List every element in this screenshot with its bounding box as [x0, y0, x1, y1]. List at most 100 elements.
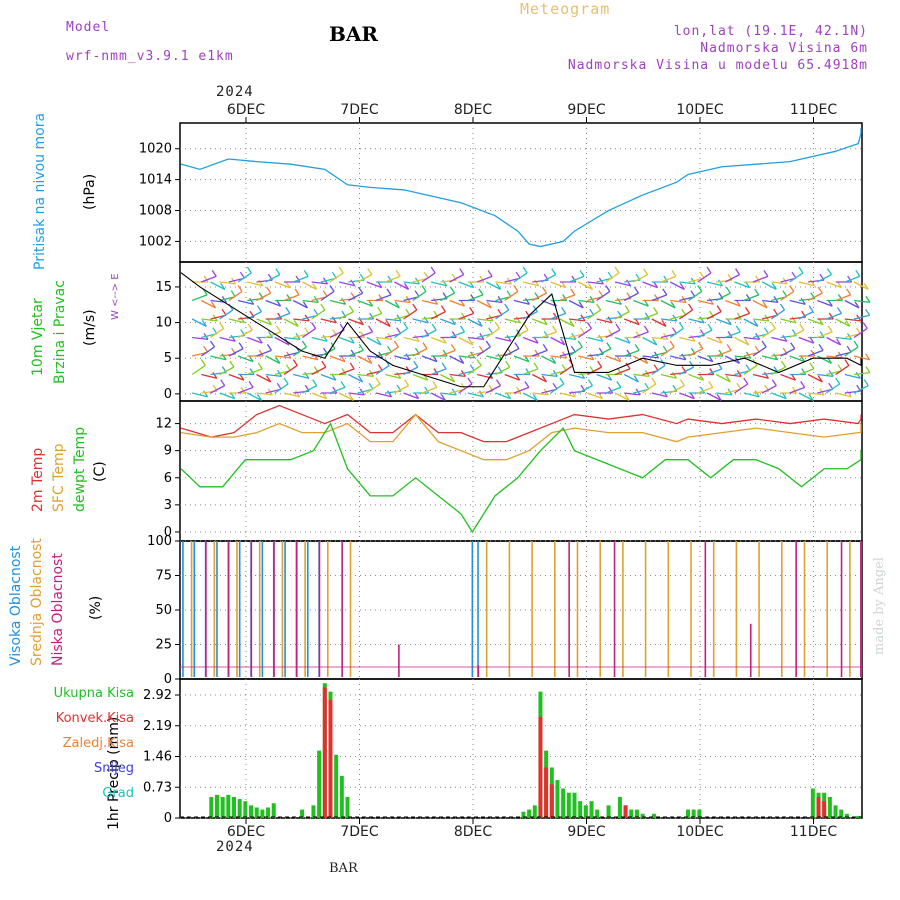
wind-barb-flag — [467, 377, 473, 385]
wind-barb-flag — [810, 349, 816, 357]
wind-barb-flag — [212, 327, 218, 335]
wind-barb-flag — [414, 290, 420, 298]
wind-barb — [651, 392, 668, 398]
wind-barb-flag — [598, 334, 604, 342]
wind-barb — [771, 336, 788, 342]
wind-barb — [403, 392, 419, 400]
wind-barb-flag — [651, 377, 657, 385]
y-tick-label: 100 — [147, 534, 172, 549]
wind-barb-flag — [403, 322, 409, 329]
wind-barb — [734, 383, 749, 394]
precip-bar — [578, 801, 583, 818]
wind-barb — [844, 299, 860, 309]
wind-barb-flag — [542, 344, 548, 351]
wind-barb-flag — [801, 368, 807, 375]
wind-barb — [541, 274, 556, 283]
wind-barb — [532, 318, 548, 326]
wind-barb — [660, 373, 677, 379]
wind-barb — [587, 366, 602, 376]
wind-barb — [660, 318, 677, 322]
wind-barb — [596, 348, 612, 357]
wind-barb — [366, 383, 381, 394]
wind-barb-flag — [320, 303, 326, 311]
wind-barb — [853, 281, 869, 290]
wind-barb-flag — [350, 279, 356, 287]
wind-barb-flag — [835, 377, 841, 385]
wind-barb-flag — [359, 331, 365, 338]
wind-barb — [357, 355, 373, 364]
wind-barb — [531, 373, 547, 383]
wind-barb — [633, 299, 649, 307]
wind-barb-flag — [442, 279, 448, 287]
wind-barb-flag — [589, 353, 595, 361]
wind-barb — [265, 274, 281, 283]
y-tick-label: 3 — [164, 498, 172, 513]
wind-barb — [191, 392, 208, 398]
wind-barb — [550, 383, 565, 394]
precip-bar — [566, 792, 571, 818]
wind-barb — [734, 281, 750, 289]
wind-barb — [550, 281, 566, 289]
wind-barb — [311, 392, 327, 400]
wind-barb — [219, 392, 235, 400]
wind-barb — [265, 355, 281, 364]
precip-bar — [833, 805, 838, 818]
wind-barb-flag — [385, 320, 391, 327]
wind-barb-flag — [488, 327, 494, 335]
wind-barb-flag — [220, 379, 226, 386]
model-elevation-label: Nadmorska Visina u modelu 65.4918m — [567, 58, 868, 73]
precip-bar — [266, 807, 271, 818]
wind-barb-flag — [734, 357, 741, 364]
wind-barb — [274, 312, 291, 320]
wind-barb — [669, 281, 685, 290]
wind-barb — [467, 318, 483, 327]
wind-barb — [357, 274, 373, 283]
wind-barb — [541, 373, 558, 378]
wind-barb — [513, 299, 530, 305]
wind-barb-flag — [716, 305, 722, 312]
wind-barb-flag — [791, 316, 797, 324]
wind-barb — [688, 318, 705, 324]
wind-barb-flag — [541, 286, 548, 294]
wind-barb — [302, 327, 317, 339]
wind-barb-flag — [377, 307, 383, 314]
bottom-day-label: 10DEC — [676, 824, 723, 840]
wind-barb — [394, 355, 411, 361]
wind-barb — [292, 299, 308, 309]
wind-barb-flag — [312, 283, 318, 290]
wind-barb-flag — [770, 322, 776, 329]
wind-barb — [807, 349, 824, 357]
wind-barb — [476, 299, 492, 309]
wind-barb — [421, 272, 436, 283]
wind-barb — [403, 281, 420, 285]
wind-barb — [651, 364, 666, 376]
wind-barb-flag — [431, 323, 437, 331]
wind-barb — [522, 336, 539, 344]
wind-barb-flag — [744, 307, 751, 314]
wind-barb-flag — [378, 294, 384, 301]
y-tick-label: 0 — [164, 387, 172, 402]
legend-snijeg: Snijeg — [94, 761, 134, 776]
wind-barb-flag — [689, 360, 695, 368]
wind-barb — [338, 392, 354, 401]
precip-bar — [214, 794, 219, 818]
wind-barb — [605, 299, 622, 305]
wind-barb — [835, 336, 852, 341]
wind-barb-flag — [460, 312, 467, 320]
wind-barb — [375, 364, 390, 376]
wind-barb — [642, 383, 657, 394]
wind-barb — [449, 274, 465, 283]
wind-barb — [761, 327, 776, 339]
wind-barb — [485, 327, 500, 339]
wind-barb — [192, 336, 209, 341]
precip-bar — [521, 811, 526, 818]
wind-barb-flag — [405, 308, 411, 316]
wind-barb-flag — [368, 382, 374, 390]
wind-barb-flag — [570, 345, 576, 353]
wind-barb — [752, 346, 767, 357]
wind-barb-flag — [754, 288, 760, 296]
wind-barb — [458, 336, 474, 346]
wind-barb-flag — [524, 297, 530, 305]
wind-barb — [256, 292, 271, 302]
wind-barb — [743, 392, 760, 398]
